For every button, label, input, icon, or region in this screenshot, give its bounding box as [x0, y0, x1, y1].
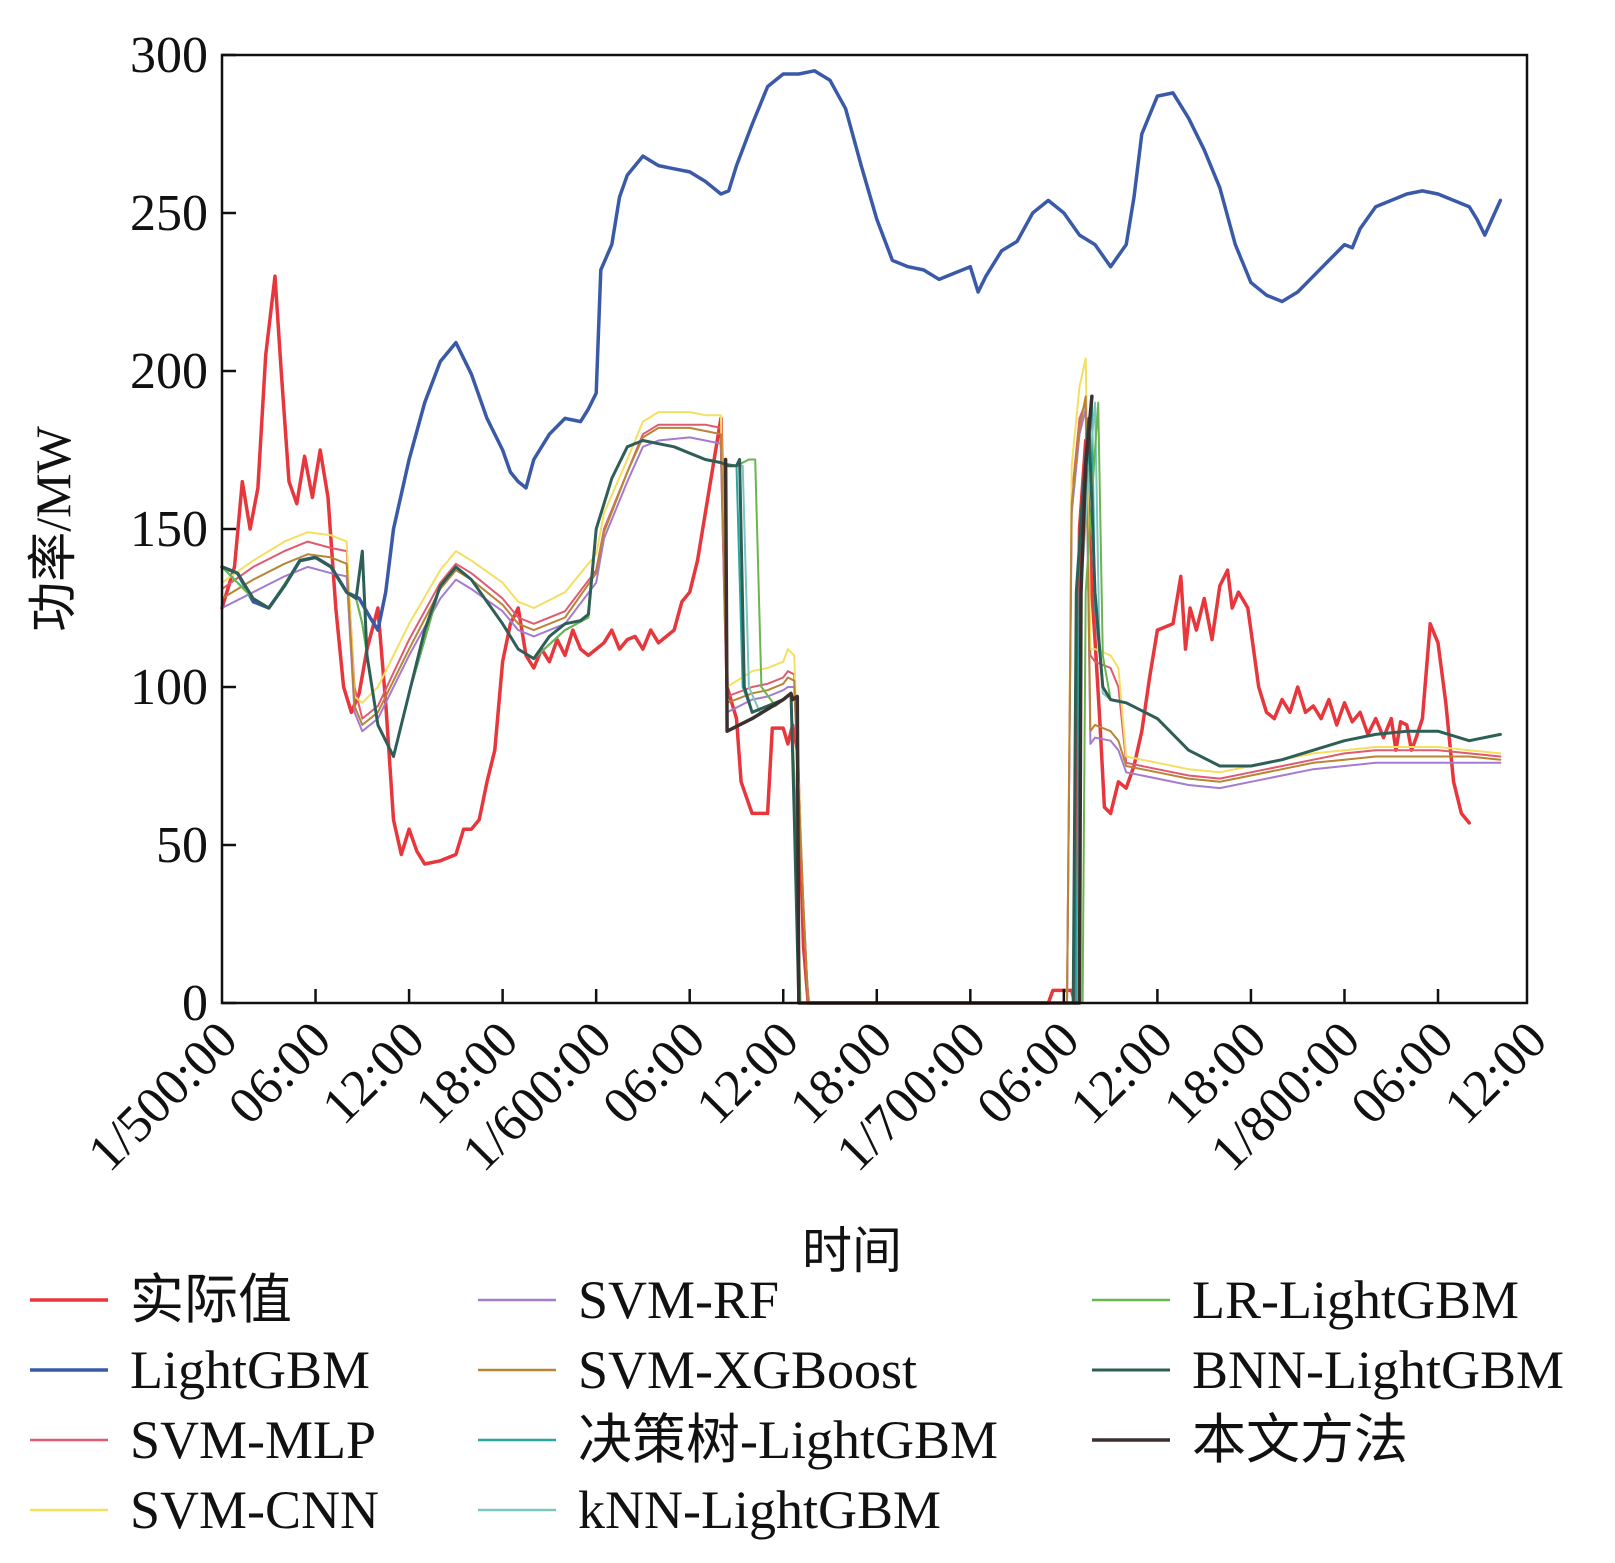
y-tick-label: 100: [130, 659, 208, 716]
legend-label-4: SVM-CNN: [130, 1480, 379, 1540]
y-tick-label: 150: [130, 501, 208, 558]
series-line-3: [221, 401, 1502, 1004]
series-line-10: [220, 416, 1502, 1005]
legend-label-10: BNN-LightGBM: [1192, 1340, 1564, 1400]
legend-label-6: SVM-XGBoost: [578, 1340, 917, 1400]
series-line-4: [221, 357, 1502, 1004]
series-line-9: [221, 401, 1502, 1004]
y-tick-label: 250: [130, 185, 208, 242]
legend-label-3: SVM-MLP: [130, 1410, 376, 1470]
series-line-5: [221, 407, 1502, 1004]
x-tick-label: 12:00: [1434, 1011, 1558, 1135]
y-tick-label: 0: [182, 975, 208, 1032]
y-axis-title: 功率/MW: [25, 425, 81, 631]
legend-label-11: 本文方法: [1192, 1410, 1408, 1470]
x-tick-label: 06:00: [218, 1011, 342, 1135]
series-line-6: [221, 395, 1502, 1004]
legend: 实际值 LightGBM SVM-MLP SVM-CNN SVM-RF SVM-XGBoo…: [30, 1270, 1564, 1540]
x-tick-label: 12:00: [312, 1011, 436, 1135]
x-tick-label: 12:00: [1060, 1011, 1184, 1135]
y-axis: 0 50 100 150 200 250 300: [130, 27, 236, 1032]
legend-label-8: kNN-LightGBM: [578, 1480, 941, 1540]
x-tick-label: 06:00: [1340, 1011, 1464, 1135]
legend-label-9: LR-LightGBM: [1192, 1270, 1519, 1330]
series-line-8: [221, 401, 1502, 1004]
legend-label-7: 决策树-LightGBM: [578, 1410, 998, 1470]
series-line-7: [221, 401, 1502, 1004]
x-axis-title: 时间: [802, 1223, 902, 1279]
x-axis: 1/500:0006:0012:0018:001/600:0006:0012:0…: [77, 989, 1558, 1182]
plot-frame: [220, 53, 1529, 1005]
series-line-1: [220, 274, 1471, 1005]
series-line-2: [220, 69, 1503, 632]
y-tick-label: 200: [130, 343, 208, 400]
series-layer: [220, 69, 1503, 1005]
legend-label-2: LightGBM: [130, 1340, 370, 1400]
y-tick-label: 50: [156, 817, 208, 874]
series-line-11: [723, 394, 1094, 1005]
x-tick-label: 12:00: [686, 1011, 810, 1135]
y-tick-label: 300: [130, 27, 208, 84]
x-tick-label: 06:00: [966, 1011, 1090, 1135]
legend-label-5: SVM-RF: [578, 1270, 779, 1330]
x-tick-label: 06:00: [592, 1011, 716, 1135]
legend-label-1: 实际值: [130, 1270, 292, 1330]
